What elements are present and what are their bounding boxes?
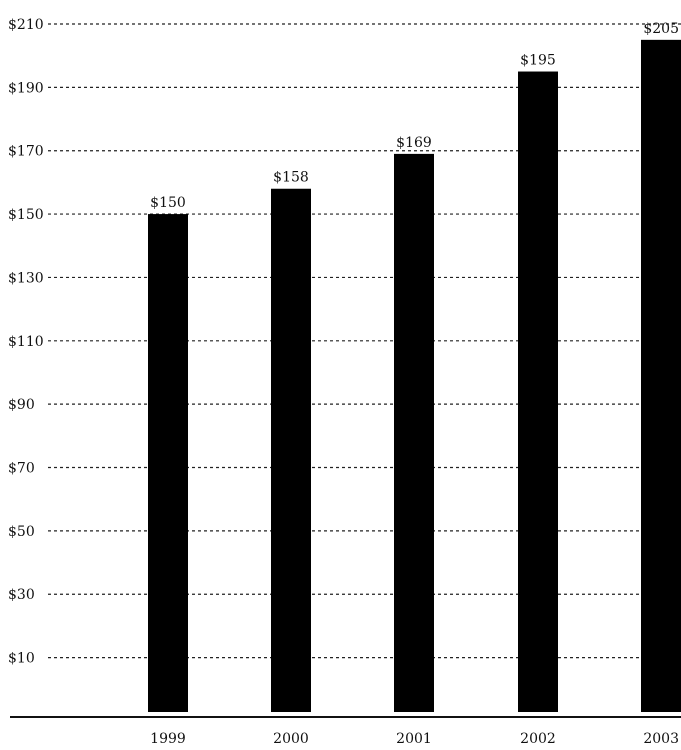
x-tick-label: 1999 xyxy=(150,731,186,746)
bar-2003 xyxy=(641,39,681,712)
bars xyxy=(148,39,681,713)
x-axis-tick-labels: 1999 2000 2001 2002 2003 xyxy=(150,731,679,747)
y-tick-label: $210 xyxy=(8,17,44,33)
bar-value-label: $195 xyxy=(520,53,556,69)
grid-layer xyxy=(48,23,681,659)
x-tick-label: 2003 xyxy=(643,731,679,746)
bar-2001 xyxy=(394,153,434,712)
bar-value-label: $158 xyxy=(273,170,309,186)
x-tick-label: 2001 xyxy=(396,731,432,746)
y-tick-label: $110 xyxy=(8,334,44,350)
x-tick-label: 2000 xyxy=(273,731,309,746)
bar-2002 xyxy=(518,71,558,712)
y-tick-label: $130 xyxy=(8,270,44,286)
y-tick-label: $50 xyxy=(8,524,35,540)
bar-value-labels: $150 $158 $169 $195 $205 xyxy=(150,21,679,211)
x-tick-label: 2002 xyxy=(520,731,556,746)
bar-value-label: $169 xyxy=(396,135,432,151)
y-axis-tick-labels: $10 $30 $50 $70 $90 $110 $130 $150 $170 $190 $210 xyxy=(8,17,44,667)
bar-2000 xyxy=(271,188,311,713)
y-tick-label: $90 xyxy=(8,397,35,413)
bar-value-label: $205 xyxy=(643,21,679,37)
y-tick-label: $150 xyxy=(8,207,44,223)
bar-1999 xyxy=(148,214,188,712)
y-tick-label: $70 xyxy=(8,461,35,477)
y-tick-label: $10 xyxy=(8,651,35,667)
bar-value-label: $150 xyxy=(150,195,186,211)
y-tick-label: $190 xyxy=(8,80,44,96)
y-tick-label: $170 xyxy=(8,144,44,160)
y-tick-label: $30 xyxy=(8,587,35,603)
